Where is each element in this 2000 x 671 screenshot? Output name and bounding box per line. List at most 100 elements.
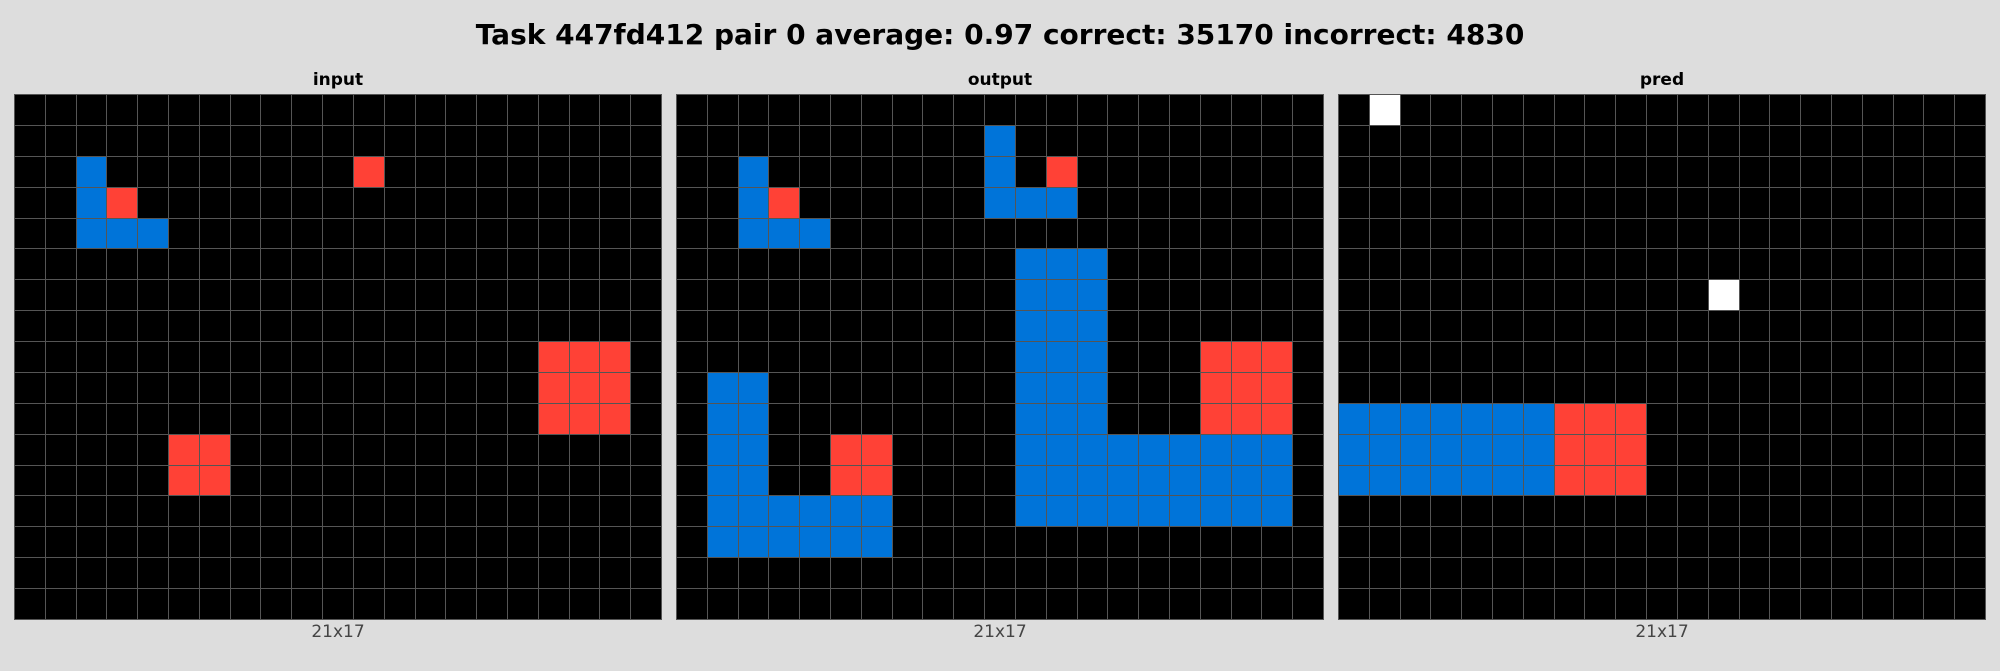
grid-cell [1862,249,1893,280]
grid-cell [1677,280,1708,311]
grid-cell [1739,125,1770,156]
grid-cell [1015,465,1046,496]
grid-cell [1046,249,1077,280]
grid-cell [1400,496,1431,527]
grid-cell [1739,589,1770,619]
grid-cell [1554,496,1585,527]
grid-cell [1862,125,1893,156]
grid-cell [631,496,661,527]
grid-cell [677,589,707,619]
grid-cell [985,125,1015,156]
grid-cell [1955,403,1985,434]
grid-cell [446,403,477,434]
grid-cell [353,280,384,311]
grid-cell [477,434,507,465]
grid-cell [76,342,107,372]
grid-cell [1431,311,1462,342]
grid-cell [1647,589,1677,619]
grid-cell [1708,342,1739,372]
grid-cell [1770,187,1801,218]
grid-cell [1585,342,1616,372]
grid-cell [230,187,261,218]
grid-cell [954,125,985,156]
grid-cell [1493,125,1523,156]
grid-cell [1801,496,1831,527]
grid-cell [292,496,323,527]
grid-cell [631,280,661,311]
grid-cell [1046,187,1077,218]
grid-cell [323,95,353,125]
grid-cell [1400,589,1431,619]
grid-cell [76,156,107,187]
grid-cell [415,311,446,342]
grid-cell [169,496,199,527]
grid-cell [384,95,415,125]
grid-cell [1262,558,1293,589]
grid-cell [1677,434,1708,465]
grid-cell [738,403,769,434]
grid-cell [477,496,507,527]
panel-title-input: input [312,70,364,90]
grid-cell [1293,434,1323,465]
grid-cell [1647,558,1677,589]
grid-cell [1647,280,1677,311]
grid-cell [1369,434,1400,465]
grid-cell [1616,372,1647,403]
grid-cell [1893,311,1924,342]
grid-cell [1585,589,1616,619]
grid-cell [384,465,415,496]
grid-cell [538,589,569,619]
grid-cell [1554,403,1585,434]
grid-cell [1924,218,1955,249]
grid-cell [1801,558,1831,589]
grid-cell [538,434,569,465]
grid-cell [1924,249,1955,280]
grid-cell [261,527,292,558]
grid-cell [1169,589,1200,619]
grid-cell [1493,558,1523,589]
grid-cell [138,589,169,619]
grid-cell [1831,249,1862,280]
grid-cell [677,125,707,156]
grid-cell [1169,95,1200,125]
grid-cell [1462,125,1493,156]
grid-cell [1431,125,1462,156]
grid-cell [1046,280,1077,311]
grid-cell [1431,465,1462,496]
grid-cell [199,527,230,558]
grid-cell [292,249,323,280]
grid-cell [1046,434,1077,465]
grid-cell [353,249,384,280]
grid-cell [76,558,107,589]
grid-cell [954,95,985,125]
grid-cell [415,434,446,465]
grid-cell [1893,342,1924,372]
grid-cell [831,342,861,372]
grid-cell [1169,187,1200,218]
grid-cell [15,218,45,249]
grid-cell [861,187,892,218]
grid-cell [1647,496,1677,527]
grid-cell [107,218,138,249]
grid-cell [1046,496,1077,527]
grid-cell [800,342,831,372]
grid-cell [923,95,954,125]
grid-cell [1431,403,1462,434]
grid-cell [415,342,446,372]
grid-cell [600,156,631,187]
grid-cell [954,403,985,434]
grid-cell [1955,156,1985,187]
grid-cell [261,187,292,218]
grid-cell [800,156,831,187]
grid-cell [107,156,138,187]
grid-cell [600,434,631,465]
grid-cell [569,187,600,218]
grid-cell [1616,558,1647,589]
grid-cell [600,372,631,403]
grid-cell [292,342,323,372]
grid-cell [1231,280,1262,311]
grid-cell [954,527,985,558]
grid-cell [1770,342,1801,372]
grid-cell [892,589,923,619]
grid-cell [415,496,446,527]
